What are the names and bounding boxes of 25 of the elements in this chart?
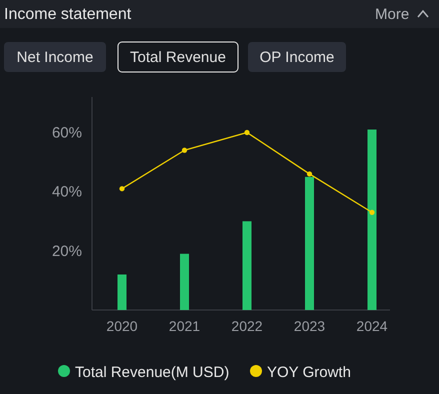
- point: [119, 186, 125, 192]
- y-tick-label: 40%: [52, 184, 82, 201]
- bar: [118, 274, 126, 310]
- text: Total Revenue: [130, 49, 226, 66]
- bar: [242, 221, 252, 310]
- y-tick-label: 20%: [52, 242, 82, 260]
- legend-label: YOY Growth: [267, 364, 351, 381]
- text: OP Income: [260, 49, 334, 66]
- point: [182, 148, 188, 153]
- x-tick-label: 2022: [231, 318, 263, 334]
- y-tick-label: 60%: [52, 124, 82, 142]
- text: More: [375, 6, 410, 23]
- bar: [180, 254, 189, 310]
- bar: [368, 130, 376, 310]
- point: [244, 130, 250, 136]
- text: Net Income: [16, 49, 94, 66]
- bar: [305, 176, 314, 310]
- point: [369, 210, 375, 215]
- x-tick-label: 2020: [106, 318, 138, 334]
- legend-label: Total Revenue(M USD): [75, 364, 230, 381]
- x-tick-label: 2023: [294, 318, 326, 334]
- point: [306, 171, 312, 177]
- x-tick-label: 2024: [356, 318, 388, 334]
- chart-title: Income statement: [4, 6, 132, 23]
- x-tick-label: 2021: [168, 318, 200, 334]
